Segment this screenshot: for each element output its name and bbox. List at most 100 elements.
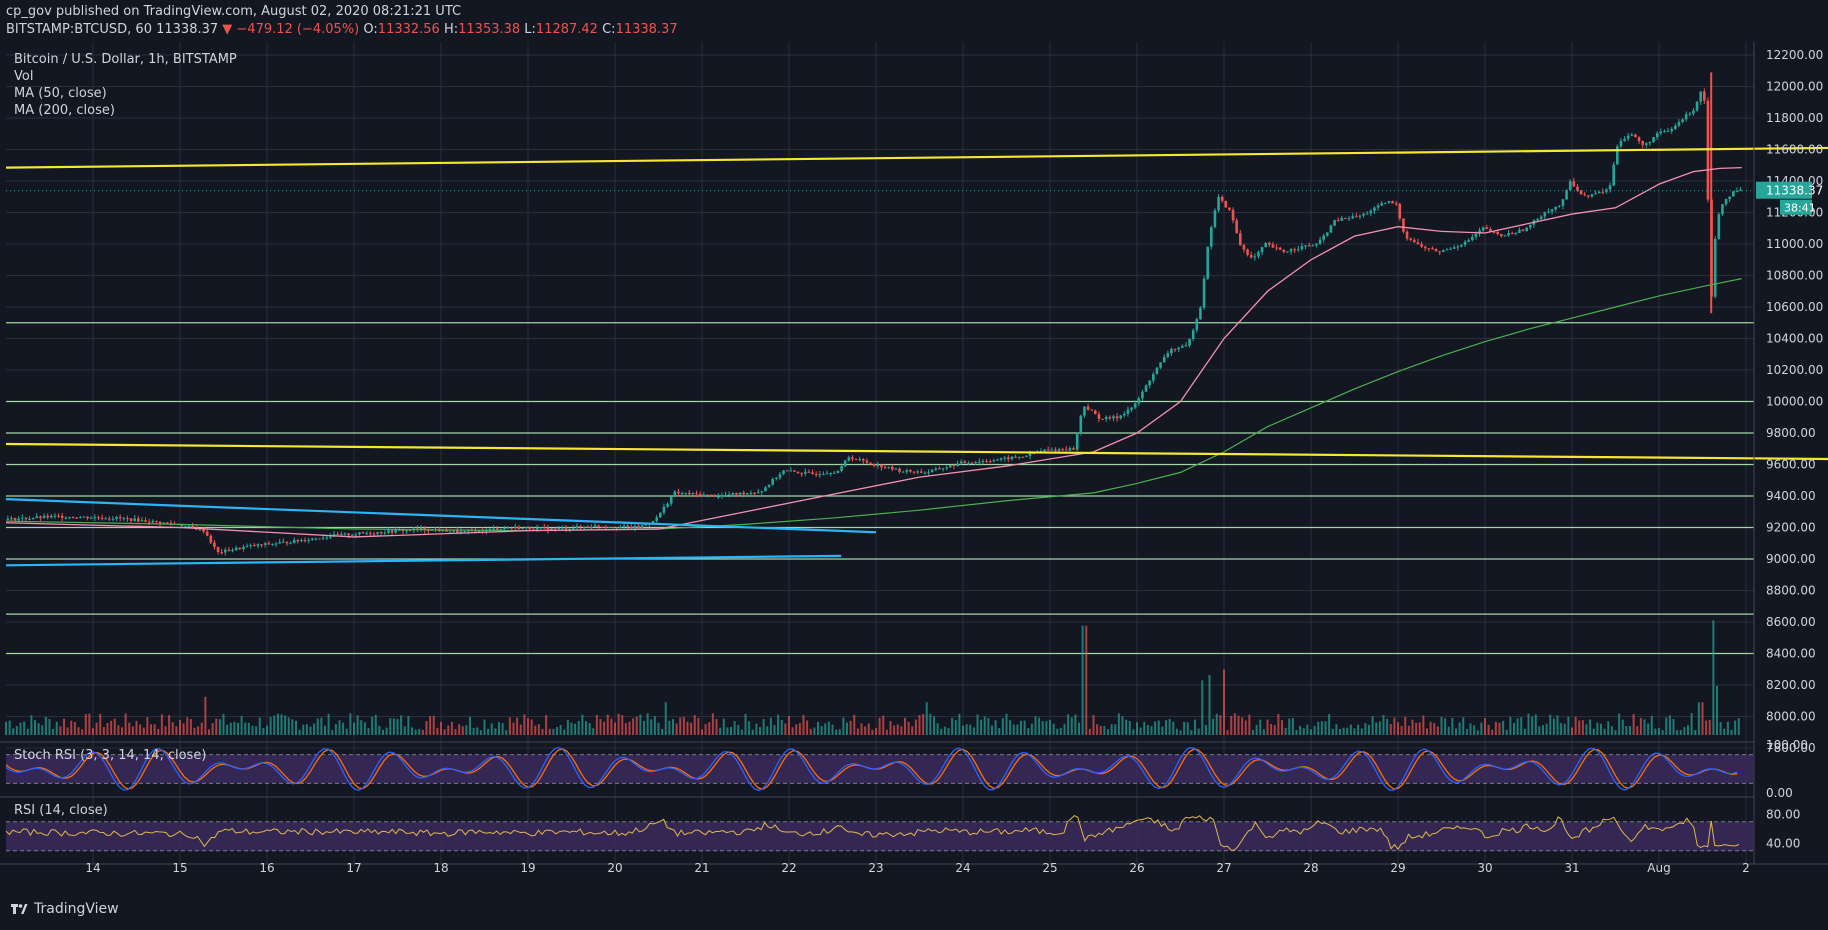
candle-body [1097,414,1101,419]
volume-bar [1560,723,1563,735]
volume-bar [827,721,830,735]
volume-bar [1455,728,1457,735]
candle-body [456,530,459,533]
volume-bar [1313,725,1316,735]
candle-body [1307,245,1311,247]
candle-body [21,517,24,519]
candle-body [785,470,789,472]
volume-bar [889,721,892,735]
candle-body [1155,367,1159,375]
candle-body [1420,243,1423,247]
volume-bar [653,716,656,735]
volume-bar [30,715,33,735]
candle-body [1115,416,1119,419]
volume-bar [175,726,178,735]
volume-bar [563,729,566,735]
volume-bar [1081,625,1084,735]
x-axis-tick: 22 [781,861,796,875]
candle-body [202,528,205,532]
candle-body [532,529,535,531]
volume-bar [1360,728,1363,735]
candle-body [978,461,981,463]
volume-bar [1429,721,1432,735]
volume-bar [465,725,468,735]
candle-body [314,538,318,540]
candle-body [448,531,452,533]
volume-bar [1636,726,1639,735]
volume-bar [1462,717,1465,735]
candle-body [180,524,184,527]
candle-body [398,529,401,531]
volume-bar [1683,727,1686,735]
candle-body [213,542,216,547]
legend-title[interactable]: Bitcoin / U.S. Dollar, 1h, BITSTAMP [14,52,237,67]
volume-bar [378,725,381,735]
candle-body [746,492,749,495]
volume-bar [1534,714,1537,735]
candle-body [274,543,278,545]
volume-bar [614,722,616,735]
ohlc-o-label: O: [363,22,378,37]
stoch-rsi-label[interactable]: Stoch RSI (3, 3, 14, 14, close) [14,748,207,763]
candle-body [1699,91,1702,102]
candle-body [1427,248,1431,250]
legend-ma50[interactable]: MA (50, close) [14,86,107,101]
x-axis-tick: 14 [85,861,100,875]
volume-bar [1302,728,1305,735]
price-axis-tick: 12000.00 [1766,80,1823,94]
footer-brand[interactable]: TradingView [10,900,119,918]
volume-bar [1168,718,1171,735]
candle-body [1373,207,1376,211]
volume-bar [1248,714,1251,735]
legend-ma200[interactable]: MA (200, close) [14,103,115,118]
volume-bar [1175,728,1178,735]
candle-body [354,534,358,536]
legend-vol[interactable]: Vol [14,69,34,84]
volume-bar [1128,721,1131,735]
candle-body [75,517,78,519]
volume-bar [1110,724,1113,735]
candle-body [1231,209,1235,221]
candle-body [956,463,959,466]
volume-bar [740,729,743,735]
candle-body [220,552,223,554]
candle-body [379,531,383,534]
volume-bar [295,720,297,735]
volume-bar [73,721,76,735]
volume-bar [643,720,645,735]
tradingview-logo-icon [11,904,28,914]
candle-body [53,515,57,517]
candle-body [720,495,724,497]
volume-bar [1650,715,1653,735]
candle-body [796,471,800,474]
volume-bar [1523,728,1526,735]
volume-bar [1212,718,1215,735]
candle-body [1402,218,1405,232]
candle-body [1384,202,1387,204]
candle-body [1133,403,1137,408]
volume-bar [1585,724,1588,735]
rsi-label[interactable]: RSI (14, close) [14,803,108,818]
candle-body [140,520,144,522]
candle-body [891,466,894,470]
volume-bar [1328,714,1331,735]
candle-body [296,539,300,542]
volume-bar [936,723,939,735]
volume-bar [81,729,84,735]
candle-body [546,527,550,531]
volume-bar [686,721,689,735]
candle-body [1626,135,1630,139]
candle-body [108,518,111,520]
candle-body [1177,347,1180,350]
rsi-band [6,821,1754,851]
volume-bar [1317,721,1320,735]
candle-body [1735,190,1739,192]
volume-bar [218,719,221,735]
candle-body [1184,345,1188,347]
volume-bar [19,722,22,735]
candle-body [1485,227,1489,229]
volume-bar [229,722,232,735]
volume-bar [1179,730,1182,735]
candle-body [253,545,256,547]
